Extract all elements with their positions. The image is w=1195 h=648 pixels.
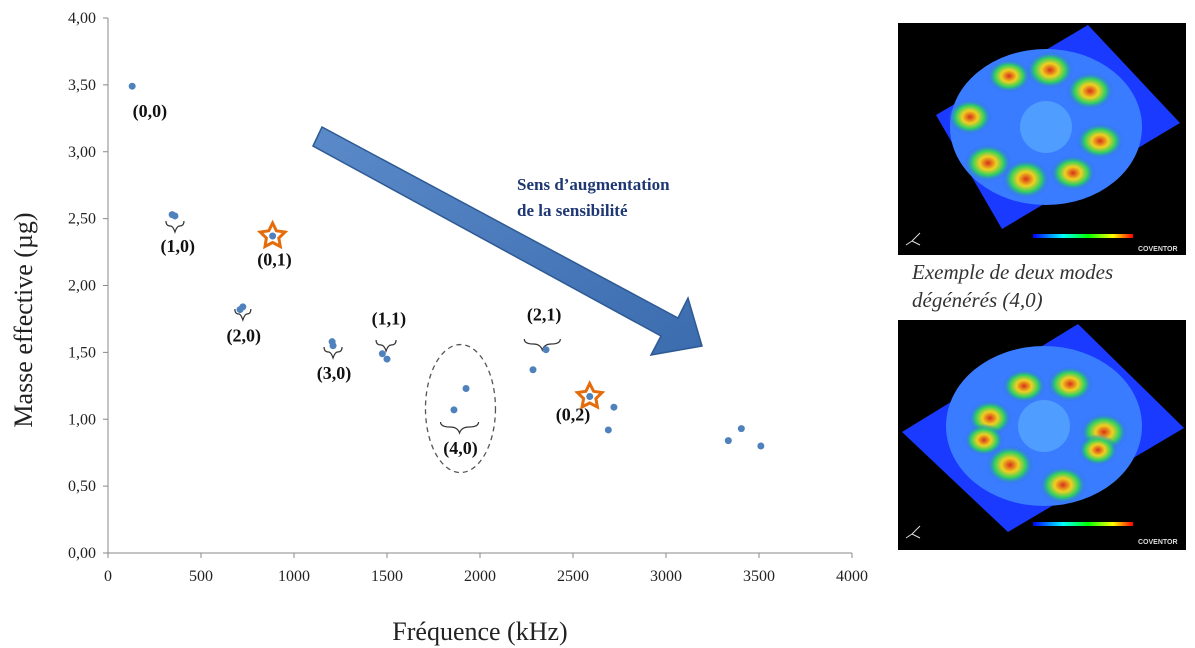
x-tick-label: 2000 bbox=[464, 568, 496, 585]
highlight-star bbox=[256, 219, 289, 250]
mode-4-0-ellipse bbox=[424, 343, 497, 474]
data-point bbox=[269, 232, 277, 240]
mode-label: (0,1) bbox=[257, 249, 292, 270]
x-tick-label: 2500 bbox=[557, 568, 589, 585]
chart-points bbox=[128, 82, 765, 450]
mode-label: (1,0) bbox=[161, 236, 196, 257]
y-tick-label: 0,00 bbox=[68, 545, 96, 562]
mode-caption: Exemple de deux modes dégénérés (4,0) bbox=[912, 258, 1195, 314]
y-tick-label: 2,50 bbox=[68, 211, 96, 228]
arrow-label: de la sensibilité bbox=[517, 201, 628, 220]
data-point bbox=[462, 384, 470, 392]
data-point bbox=[378, 350, 386, 358]
data-point bbox=[239, 303, 247, 311]
mode-label: (1,1) bbox=[372, 308, 407, 329]
data-point bbox=[724, 437, 732, 445]
brand-label-top: COVENTOR bbox=[1138, 246, 1178, 253]
data-point bbox=[610, 403, 618, 411]
mode-image-bottom: COVENTOR bbox=[898, 320, 1186, 550]
caption-line-2: dégénérés (4,0) bbox=[912, 288, 1043, 312]
y-tick-label: 3,50 bbox=[68, 77, 96, 94]
grouping-brace bbox=[523, 338, 561, 352]
mode-label: (0,2) bbox=[556, 405, 591, 426]
x-axis-title: Fréquence (kHz) bbox=[392, 617, 567, 646]
y-tick-label: 0,50 bbox=[68, 478, 96, 495]
arrow-label: Sens d’augmentation bbox=[517, 175, 670, 194]
data-point bbox=[383, 355, 391, 363]
grouping-brace bbox=[323, 346, 343, 360]
x-tick-label: 3000 bbox=[650, 568, 682, 585]
x-tick-label: 1000 bbox=[278, 568, 310, 585]
y-tick-label: 1,50 bbox=[68, 344, 96, 361]
highlight-star bbox=[574, 380, 606, 410]
sensitivity-arrow bbox=[312, 125, 703, 357]
scatter-chart: 0 500 1000 1500 2000 2500 3000 3500 4000 0,00 0,50… bbox=[9, 10, 868, 646]
data-point bbox=[604, 426, 612, 434]
data-point bbox=[542, 346, 550, 354]
data-point bbox=[529, 366, 537, 374]
y-tick-label: 3,00 bbox=[68, 144, 96, 161]
mode-label: (3,0) bbox=[317, 363, 352, 384]
y-tick-label: 2,00 bbox=[68, 278, 96, 295]
data-point bbox=[128, 82, 136, 90]
data-point bbox=[171, 212, 179, 220]
x-tick-label: 0 bbox=[104, 568, 112, 585]
x-tick-label: 500 bbox=[189, 568, 213, 585]
chart-axes bbox=[107, 18, 852, 554]
y-tick-label: 4,00 bbox=[68, 10, 96, 27]
x-tick-label: 3500 bbox=[743, 568, 775, 585]
chart-decorations: Sens d’augmentation de la sensibilité bbox=[165, 125, 703, 474]
grouping-brace bbox=[439, 421, 480, 435]
y-axis-title: Masse effective (µg) bbox=[9, 212, 38, 427]
mode-label: (2,0) bbox=[227, 326, 262, 347]
data-point bbox=[586, 393, 594, 401]
brand-label-bottom: COVENTOR bbox=[1138, 539, 1178, 546]
grouping-brace bbox=[375, 339, 397, 353]
chart-annotations: (0,0) (1,0) (0,1) (2,0) (3,0) (1,1) (2,1) (4,0)… bbox=[133, 101, 591, 459]
x-tick-label: 1500 bbox=[371, 568, 403, 585]
data-point bbox=[450, 406, 458, 414]
mode-label: (0,0) bbox=[133, 101, 168, 122]
data-point bbox=[757, 442, 765, 450]
grouping-brace bbox=[234, 308, 252, 322]
mode-label: (2,1) bbox=[527, 304, 562, 325]
mode-label: (4,0) bbox=[443, 438, 478, 459]
x-tick-label: 4000 bbox=[836, 568, 868, 585]
chart-ticks: 0 500 1000 1500 2000 2500 3000 3500 4000 0,00 0,50… bbox=[68, 10, 868, 585]
data-point bbox=[329, 342, 337, 350]
grouping-brace bbox=[165, 220, 185, 234]
data-point bbox=[737, 425, 745, 433]
caption-line-1: Exemple de deux modes bbox=[912, 260, 1114, 284]
y-tick-label: 1,00 bbox=[68, 411, 96, 428]
mode-image-top: COVENTOR bbox=[898, 23, 1186, 255]
